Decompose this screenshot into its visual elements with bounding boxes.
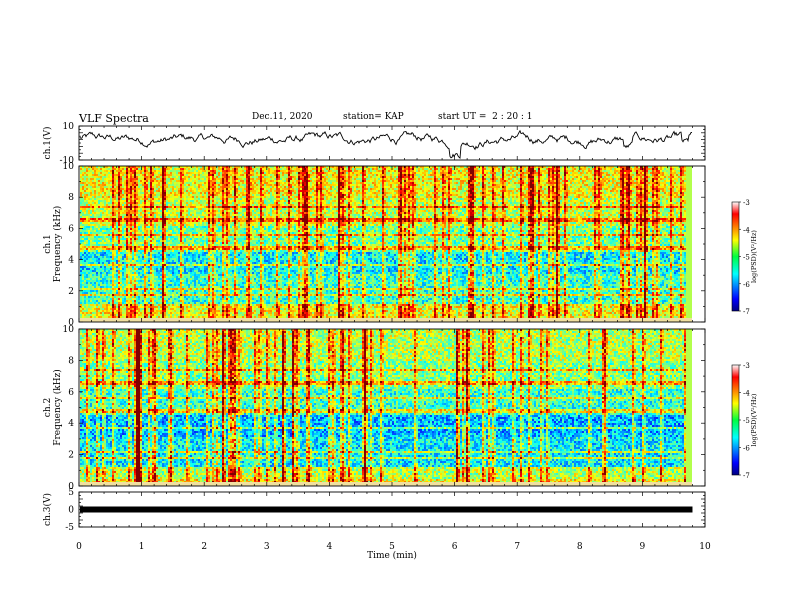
ch2-spectrogram-ytick-label: 4 xyxy=(68,419,74,429)
ch2-spectrogram-colorbar-tick-label: -7 xyxy=(743,472,750,480)
ch1-spectrogram-colorbar-tick-label: -7 xyxy=(743,308,750,316)
ch1-waveform-ytick-label: 10 xyxy=(63,122,75,132)
ch3-panel-ytick-label: -5 xyxy=(65,523,74,533)
ch1-waveform-trace xyxy=(80,131,692,158)
ch1-spectrogram-colorbar-label: log(PSD)(V²/Hz) xyxy=(750,230,758,283)
ch2-spectrogram-colorbar-label: log(PSD)(V²/Hz) xyxy=(750,393,758,446)
ch1-spectrogram-ylabel-channel: ch.1 xyxy=(43,234,53,253)
x-tick-label: 6 xyxy=(452,542,458,552)
x-tick-label: 4 xyxy=(327,542,333,552)
ch1-spectrogram-ytick-label: 6 xyxy=(68,224,74,234)
ch1-waveform-ylabel: ch.1(V) xyxy=(42,127,53,160)
ch2-spectrogram-colorbar-tick-label: -5 xyxy=(743,417,750,425)
ch1-spectrogram-ytick-label: 2 xyxy=(68,287,74,297)
ch2-spectrogram-colorbar-tick-label: -3 xyxy=(743,362,750,370)
ch1-spectrogram-baseline-strip xyxy=(80,318,692,322)
x-axis-label: Time (min) xyxy=(367,550,417,561)
ch3-panel-ylabel: ch.3(V) xyxy=(42,493,53,526)
ch1-spectrogram-ylabel-quantity: Frequency (kHz) xyxy=(52,206,63,283)
ch1-spectrogram-ytick-label: 4 xyxy=(68,256,74,266)
x-tick-label: 8 xyxy=(577,542,583,552)
x-tick-label: 1 xyxy=(139,542,145,552)
x-tick-label: 3 xyxy=(264,542,270,552)
ch1-spectrogram-heatmap xyxy=(80,166,692,322)
ch3-trace xyxy=(80,507,692,513)
ch2-spectrogram-ytick-label: 10 xyxy=(63,325,75,335)
ch2-spectrogram-baseline-strip xyxy=(80,482,692,486)
ch2-spectrogram-heatmap xyxy=(80,329,692,485)
ch1-spectrogram-ytick-label: 8 xyxy=(68,193,74,203)
ch2-spectrogram-ytick-label: 6 xyxy=(68,388,74,398)
ch2-spectrogram-ytick-label: 2 xyxy=(68,451,74,461)
ch1-spectrogram-ytick-label: 10 xyxy=(63,162,75,172)
x-tick-label: 10 xyxy=(699,542,711,552)
ch2-spectrogram-colorbar xyxy=(732,365,739,475)
ch3-panel-ytick-label: 5 xyxy=(68,488,74,498)
ch2-spectrogram-ytick-label: 8 xyxy=(68,356,74,366)
x-tick-label: 2 xyxy=(201,542,207,552)
ch1-spectrogram-colorbar xyxy=(732,202,739,311)
ch1-spectrogram-colorbar-tick-label: -5 xyxy=(743,254,750,262)
x-tick-label: 7 xyxy=(514,542,520,552)
ch3-panel-ytick-label: 0 xyxy=(68,506,74,516)
ch1-spectrogram-colorbar-tick-label: -3 xyxy=(743,199,750,207)
ch2-spectrogram-ylabel-quantity: Frequency (kHz) xyxy=(52,369,63,446)
ch2-spectrogram-ylabel: ch.2Frequency (kHz) xyxy=(43,369,63,446)
ch2-spectrogram-ylabel-channel: ch.2 xyxy=(43,398,53,417)
x-tick-label: 9 xyxy=(640,542,646,552)
x-tick-label: 0 xyxy=(76,542,82,552)
ch1-spectrogram-ylabel: ch.1Frequency (kHz) xyxy=(43,206,63,283)
